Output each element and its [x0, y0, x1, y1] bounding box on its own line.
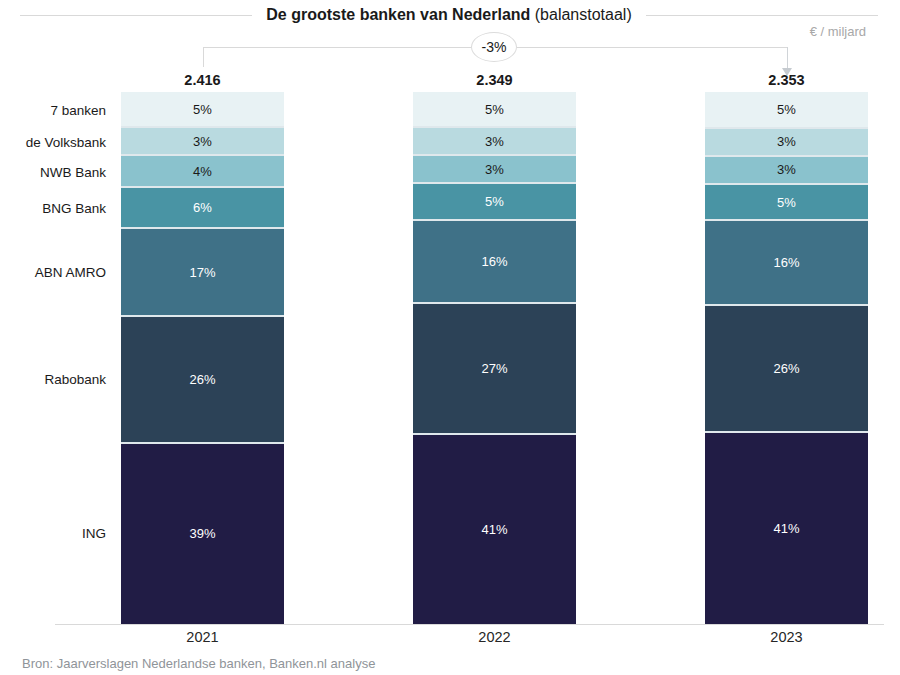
segment-7-banken-2023: 5% — [705, 92, 868, 127]
unit-label: € / miljard — [810, 24, 866, 39]
axis-label-bng-bank: BNG Bank — [0, 188, 110, 229]
segment-nwb-bank-2023: 3% — [705, 155, 868, 183]
x-axis-label-2022: 2022 — [413, 624, 576, 650]
segment-ing-2021: 39% — [121, 442, 284, 624]
segment-de-volksbank-2022: 3% — [413, 126, 576, 154]
title-main: De grootste banken van Nederland — [266, 6, 530, 23]
title-suffix: (balanstotaal) — [530, 6, 631, 23]
chart-title-row: De grootste banken van Nederland (balans… — [20, 6, 878, 24]
segment-abn-amro-2023: 16% — [705, 219, 868, 303]
stacked-bar-chart: De grootste banken van Nederland (balans… — [0, 0, 900, 675]
segment-de-volksbank-2021: 3% — [121, 126, 284, 154]
x-axis-line — [55, 624, 884, 625]
axis-label-ing: ING — [0, 442, 110, 624]
segment-rabobank-2021: 26% — [121, 315, 284, 442]
axis-label-7-banken: 7 banken — [0, 92, 110, 128]
change-bracket-tick-left — [203, 47, 204, 67]
change-badge: -3% — [471, 32, 517, 62]
change-bracket-tick-right — [787, 47, 788, 68]
bar-stack-2022: 5%3%3%5%16%27%41% — [413, 92, 576, 624]
bar-column-2023: 2.3535%3%3%5%16%26%41%2023 — [705, 72, 868, 650]
segment-nwb-bank-2022: 3% — [413, 154, 576, 182]
bar-total-2023: 2.353 — [705, 72, 868, 92]
title-rule-right — [646, 15, 878, 16]
bank-labels-column: 7 bankende VolksbankNWB BankBNG BankABN … — [0, 92, 110, 624]
segment-bng-bank-2021: 6% — [121, 186, 284, 227]
title-rule-left — [20, 15, 252, 16]
segment-7-banken-2022: 5% — [413, 92, 576, 126]
axis-label-rabobank: Rabobank — [0, 316, 110, 442]
bar-total-2022: 2.349 — [413, 72, 576, 92]
x-axis-label-2023: 2023 — [705, 624, 868, 650]
segment-abn-amro-2022: 16% — [413, 219, 576, 303]
segment-ing-2023: 41% — [705, 431, 868, 624]
segment-nwb-bank-2021: 4% — [121, 154, 284, 186]
x-axis-label-2021: 2021 — [121, 624, 284, 650]
segment-rabobank-2022: 27% — [413, 302, 576, 433]
segment-ing-2022: 41% — [413, 433, 576, 624]
segment-de-volksbank-2023: 3% — [705, 127, 868, 155]
axis-label-de-volksbank: de Volksbank — [0, 128, 110, 156]
segment-rabobank-2023: 26% — [705, 304, 868, 432]
bar-stack-2021: 5%3%4%6%17%26%39% — [121, 92, 284, 624]
segment-bng-bank-2023: 5% — [705, 183, 868, 220]
segment-bng-bank-2022: 5% — [413, 182, 576, 218]
bars: 2.4165%3%4%6%17%26%39%20212.3495%3%3%5%1… — [121, 72, 868, 650]
bar-column-2021: 2.4165%3%4%6%17%26%39%2021 — [121, 72, 284, 650]
axis-label-abn-amro: ABN AMRO — [0, 229, 110, 317]
segment-abn-amro-2021: 17% — [121, 227, 284, 315]
bar-total-2021: 2.416 — [121, 72, 284, 92]
segment-7-banken-2021: 5% — [121, 92, 284, 126]
bar-column-2022: 2.3495%3%3%5%16%27%41%2022 — [413, 72, 576, 650]
axis-label-nwb-bank: NWB Bank — [0, 156, 110, 188]
bar-stack-2023: 5%3%3%5%16%26%41% — [705, 92, 868, 624]
page-title: De grootste banken van Nederland (balans… — [266, 6, 631, 24]
source-note: Bron: Jaarverslagen Nederlandse banken, … — [22, 656, 375, 671]
